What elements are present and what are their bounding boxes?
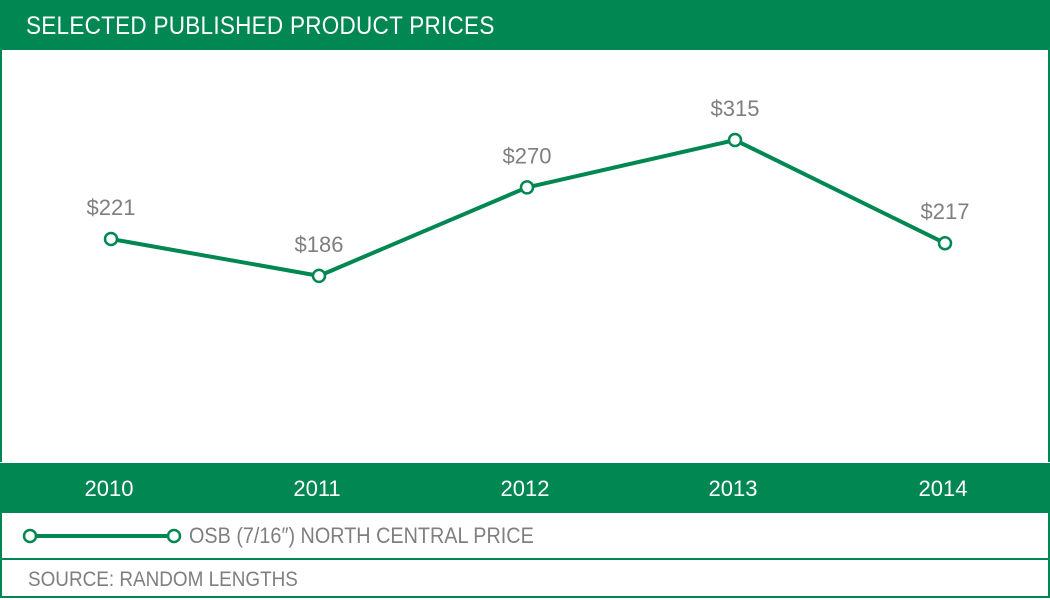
x-tick-label: 2011	[293, 476, 341, 501]
x-axis-bar: 2010 2011 2012 2013 2014	[0, 463, 1050, 513]
x-tick-label: 2014	[918, 476, 968, 501]
data-label: $315	[711, 96, 760, 121]
chart-title: SELECTED PUBLISHED PRODUCT PRICES	[26, 12, 495, 40]
data-point	[727, 132, 743, 148]
data-label: $221	[87, 195, 136, 220]
legend: OSB (7/16″) NORTH CENTRAL PRICE	[0, 513, 1050, 560]
source-text: SOURCE: RANDOM LENGTHS	[28, 568, 298, 591]
data-point	[937, 235, 953, 251]
plot-area: $221 $186 $270 $315 $217	[0, 50, 1050, 462]
data-point	[103, 231, 119, 247]
data-point	[311, 268, 327, 284]
data-point	[519, 180, 535, 195]
line-chart: $221 $186 $270 $315 $217	[87, 96, 970, 284]
legend-line-marker-icon	[22, 528, 182, 544]
source-footer: SOURCE: RANDOM LENGTHS	[0, 560, 1050, 598]
title-bar: SELECTED PUBLISHED PRODUCT PRICES	[0, 0, 1050, 50]
x-tick-label: 2013	[708, 476, 758, 501]
x-tick-label: 2012	[500, 476, 550, 501]
data-label: $270	[503, 143, 552, 168]
x-tick-label: 2010	[84, 476, 134, 501]
legend-label: OSB (7/16″) NORTH CENTRAL PRICE	[189, 523, 534, 548]
data-label: $186	[295, 232, 344, 257]
data-label: $217	[921, 199, 970, 224]
